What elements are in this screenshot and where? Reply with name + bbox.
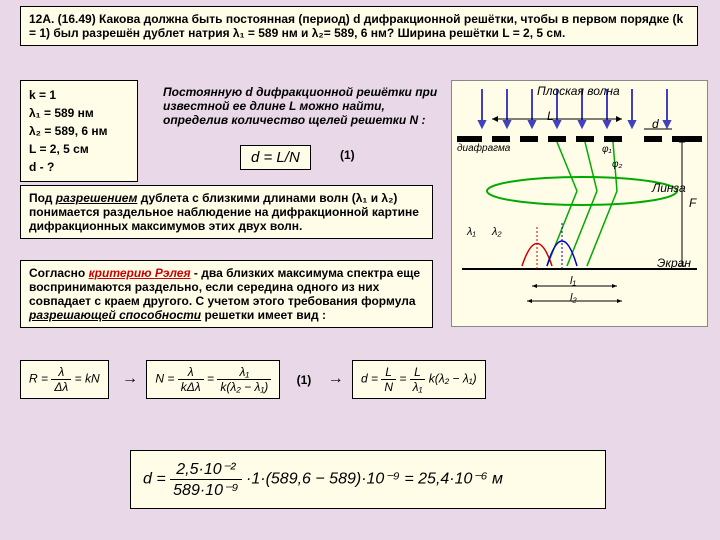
- diagram-svg: [452, 81, 707, 326]
- Neq2: =: [207, 372, 214, 386]
- resolution-text: Под разрешением дублета с близкими длина…: [20, 185, 433, 239]
- problem-text: 12А. (16.49) Какова должна быть постоянн…: [29, 12, 683, 40]
- fin-num: 2,5·10⁻²: [170, 459, 241, 480]
- ray-p1: Согласно: [29, 266, 89, 280]
- given-block: k = 1 λ₁ = 589 нм λ₂ = 589, 6 нм L = 2, …: [20, 80, 138, 182]
- Nd2: k(λ₂ − λ₁): [217, 380, 271, 394]
- d-formula: d = LN = Lλ₁ k(λ₂ − λ₁): [352, 360, 486, 399]
- Req: R =: [29, 372, 48, 386]
- dia-plane-wave: Плоская волна: [537, 84, 620, 98]
- fin-den: 589·10⁻⁹: [170, 480, 241, 500]
- N-formula: N = λkΔλ = λ₁k(λ₂ − λ₁): [146, 360, 280, 399]
- given-k: k = 1: [29, 86, 129, 104]
- explanation: Постоянную d дифракционной решётки при и…: [155, 80, 451, 132]
- ray-u1: критерию Рэлея: [89, 266, 191, 280]
- dia-phi1: φ₁: [602, 144, 612, 155]
- dia-d: d: [652, 117, 659, 131]
- final-answer: d = 2,5·10⁻²589·10⁻⁹ ·1·(589,6 − 589)·10…: [130, 450, 606, 509]
- formula1-text: d = L/N: [251, 149, 300, 166]
- fin-mid: ·1·(589,6 − 589)·10⁻⁹ = 25,4·10⁻⁶ м: [246, 471, 503, 488]
- dia-phi2: φ₂: [612, 159, 622, 170]
- ray-p3: решетки имеет вид :: [201, 308, 326, 322]
- Neq: N =: [155, 372, 174, 386]
- given-d: d - ?: [29, 158, 129, 176]
- arrow1: →: [122, 370, 138, 388]
- drhs2: k(λ₂ − λ₁): [429, 372, 477, 386]
- given-lam2: λ₂ = 589, 6 нм: [29, 122, 129, 140]
- rayleigh-text: Согласно критерию Рэлея - два близких ма…: [20, 260, 433, 328]
- R-formula: R = λΔλ = kN: [20, 360, 109, 399]
- problem-statement: 12А. (16.49) Какова должна быть постоянн…: [20, 6, 698, 46]
- Rden: Δλ: [51, 380, 71, 394]
- arrow2: →: [328, 370, 344, 388]
- formula-d-LN: d = L/N: [240, 145, 311, 170]
- diffraction-diagram: Плоская волна L d диафрагма φ₁ φ₂ Линза …: [451, 80, 708, 327]
- formula-row: R = λΔλ = kN → N = λkΔλ = λ₁k(λ₂ − λ₁) (…: [20, 360, 700, 420]
- dia-l1: l₁: [570, 275, 576, 287]
- given-lam1: λ₁ = 589 нм: [29, 104, 129, 122]
- eq-label-2: (1): [297, 373, 312, 387]
- dia-l2: l₂: [570, 292, 577, 304]
- dn2: L: [410, 365, 426, 380]
- dia-diaphragm: диафрагма: [457, 143, 510, 154]
- res-p1: Под: [29, 191, 56, 205]
- res-u1: разрешением: [56, 191, 138, 205]
- drhs: =: [399, 372, 409, 386]
- explain-text: Постоянную d дифракционной решётки при и…: [163, 85, 437, 127]
- Nd1: kΔλ: [178, 380, 204, 394]
- dd: N: [381, 380, 396, 394]
- deq: d =: [361, 372, 378, 386]
- given-L: L = 2, 5 см: [29, 140, 129, 158]
- dia-F: F: [689, 196, 696, 210]
- dia-L: L: [547, 109, 554, 123]
- dia-screen: Экран: [657, 256, 691, 270]
- dia-lens: Линза: [652, 181, 686, 195]
- dia-lam1: λ₁: [467, 226, 476, 238]
- Rnum: λ: [51, 365, 71, 380]
- Rrhs: = kN: [75, 372, 100, 386]
- Nn2: λ₁: [217, 365, 271, 380]
- fin-lhs: d =: [143, 471, 166, 488]
- dd2: λ₁: [410, 380, 426, 394]
- Nn1: λ: [178, 365, 204, 380]
- dn: L: [381, 365, 396, 380]
- eq-label-1: (1): [340, 148, 355, 162]
- dia-lam2: λ₂: [492, 226, 502, 238]
- ray-u2: разрешающей способности: [29, 308, 201, 322]
